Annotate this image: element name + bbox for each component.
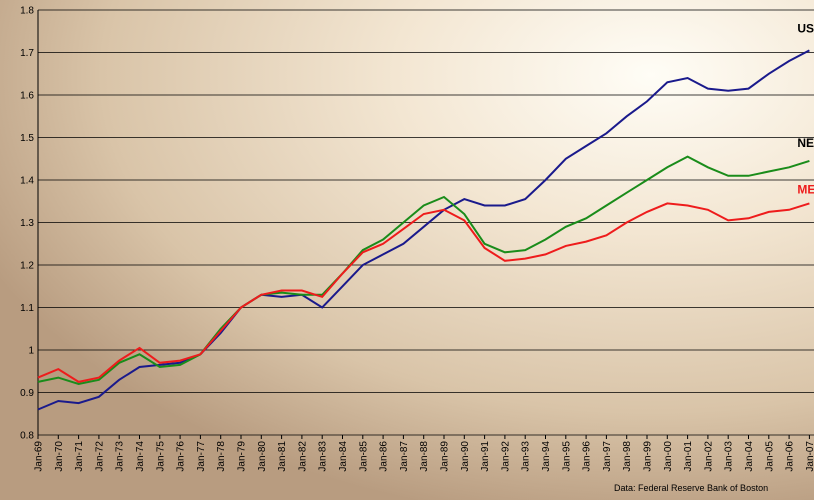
y-tick-label: 0.9 [20, 388, 34, 399]
x-tick-label: Jan-93 [521, 441, 532, 472]
x-tick-label: Jan-81 [277, 441, 288, 472]
x-tick-label: Jan-98 [622, 441, 633, 472]
y-tick-label: 1.3 [20, 218, 34, 229]
series-label: NE [797, 136, 814, 150]
x-tick-label: Jan-02 [703, 441, 714, 472]
x-tick-label: Jan-96 [582, 441, 593, 472]
x-tick-label: Jan-99 [643, 441, 654, 472]
x-tick-label: Jan-87 [399, 441, 410, 472]
x-tick-label: Jan-82 [297, 441, 308, 472]
x-tick-label: Jan-06 [785, 441, 796, 472]
y-tick-label: 1.7 [20, 48, 34, 59]
x-tick-label: Jan-89 [440, 441, 451, 472]
x-tick-label: Jan-70 [54, 441, 65, 472]
y-tick-label: 1.2 [20, 261, 34, 272]
x-tick-label: Jan-01 [683, 441, 694, 472]
x-tick-label: Jan-07 [805, 441, 814, 472]
x-tick-label: Jan-05 [764, 441, 775, 472]
series-label: ME [797, 182, 814, 196]
x-tick-label: Jan-86 [379, 441, 390, 472]
x-tick-label: Jan-04 [744, 441, 755, 472]
x-tick-label: Jan-76 [176, 441, 187, 472]
y-tick-label: 1.4 [20, 176, 34, 187]
x-tick-label: Jan-71 [74, 441, 85, 472]
page: {"chart_data": {"type": "line", "source"… [0, 0, 814, 500]
x-tick-label: Jan-90 [460, 441, 471, 472]
chart: Data: Federal Reserve Bank of Boston 0.8… [0, 0, 814, 500]
y-tick-label: 1.5 [20, 133, 34, 144]
y-tick-label: 1.6 [20, 91, 34, 102]
y-tick-label: 1.8 [20, 6, 34, 17]
source-note: Data: Federal Reserve Bank of Boston [614, 483, 768, 493]
background [0, 0, 814, 500]
x-tick-label: Jan-88 [419, 441, 430, 472]
x-tick-label: Jan-78 [216, 441, 227, 472]
x-tick-label: Jan-00 [663, 441, 674, 472]
x-tick-label: Jan-77 [196, 441, 207, 472]
x-tick-label: Jan-73 [115, 441, 126, 472]
x-tick-label: Jan-92 [500, 441, 511, 472]
series-label: US [797, 21, 814, 35]
x-tick-label: Jan-95 [561, 441, 572, 472]
x-tick-label: Jan-85 [358, 441, 369, 472]
x-tick-label: Jan-72 [94, 441, 105, 472]
y-tick-label: 1.1 [20, 303, 34, 314]
x-tick-label: Jan-79 [237, 441, 248, 472]
x-tick-label: Jan-80 [257, 441, 268, 472]
x-tick-label: Jan-94 [541, 441, 552, 472]
x-tick-label: Jan-91 [480, 441, 491, 472]
x-tick-label: Jan-03 [724, 441, 735, 472]
x-tick-label: Jan-83 [318, 441, 329, 472]
x-tick-label: Jan-69 [34, 441, 45, 472]
x-tick-label: Jan-84 [338, 441, 349, 472]
y-tick-label: 1 [28, 346, 34, 357]
x-tick-label: Jan-75 [155, 441, 166, 472]
y-tick-label: 0.8 [20, 431, 34, 442]
x-tick-label: Jan-74 [135, 441, 146, 472]
x-tick-label: Jan-97 [602, 441, 613, 472]
